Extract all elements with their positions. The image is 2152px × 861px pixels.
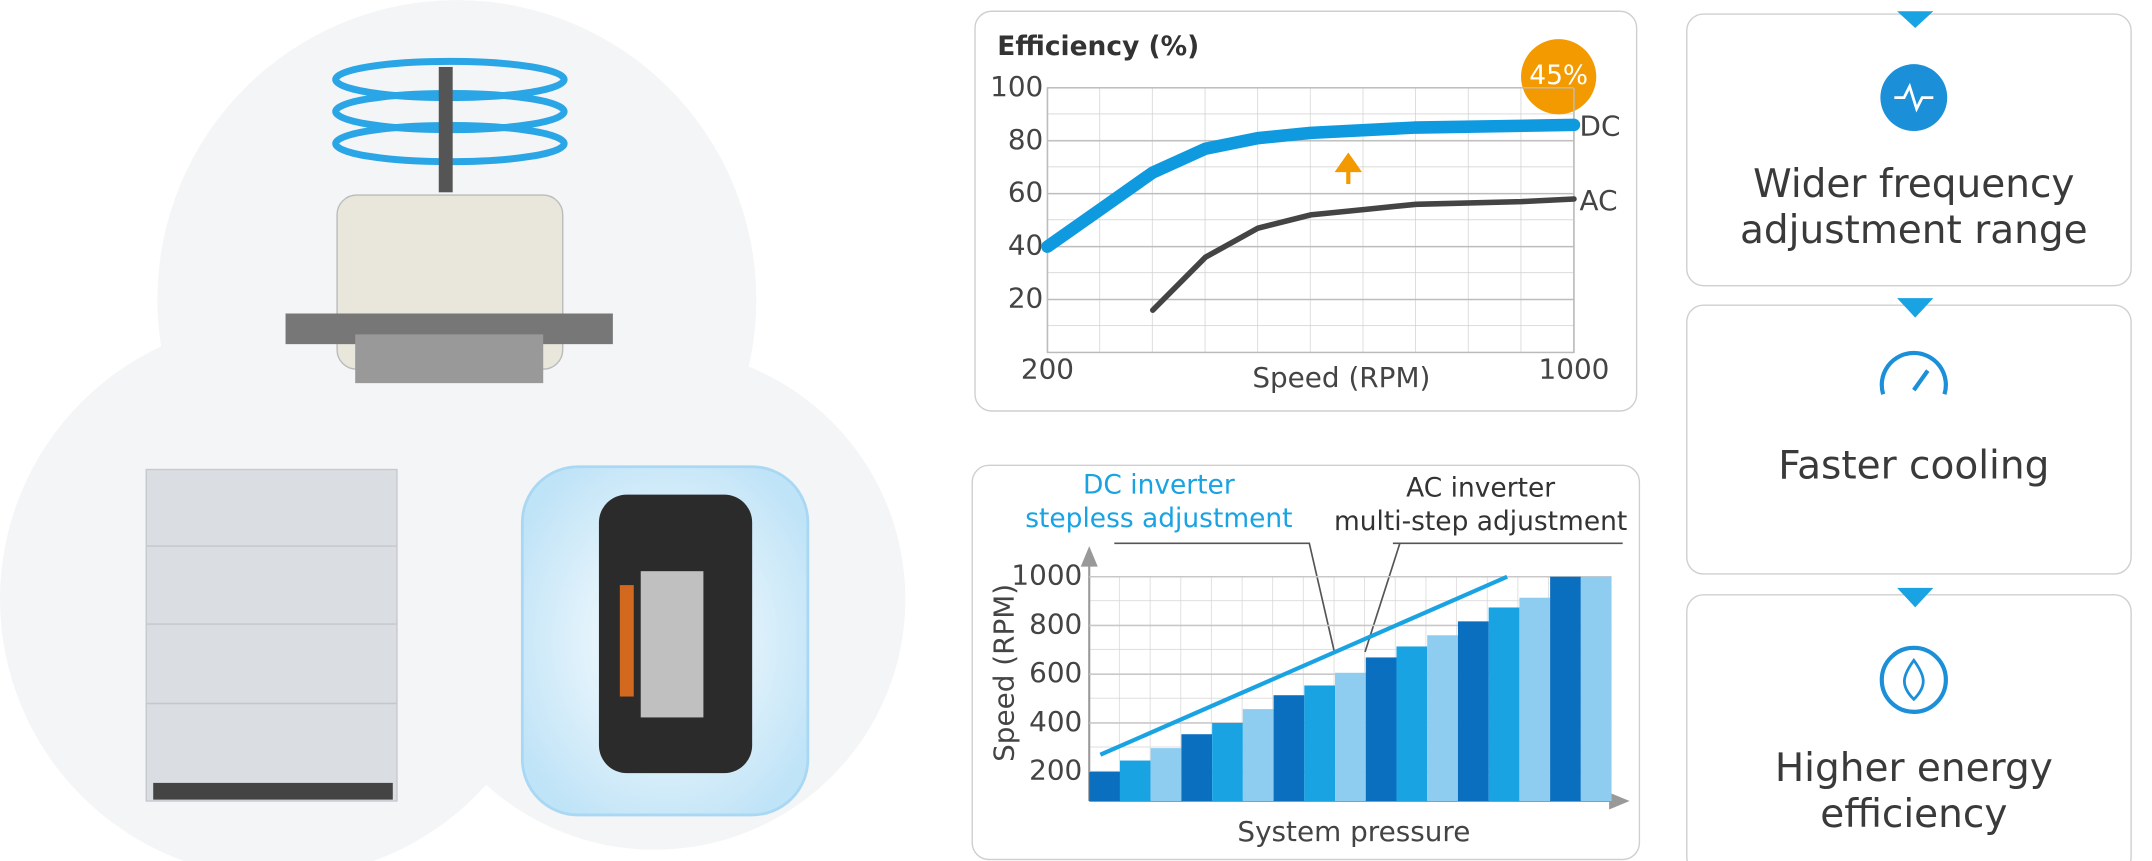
card-text: Faster cooling bbox=[1778, 444, 2049, 489]
product-illustration bbox=[0, 0, 906, 861]
bar bbox=[1519, 597, 1551, 802]
icon-detail bbox=[1894, 82, 1934, 113]
bar bbox=[1457, 621, 1489, 802]
y-tick-label: 80 bbox=[1008, 123, 1043, 156]
card-text: adjustment range bbox=[1740, 208, 2088, 253]
icon bbox=[1879, 350, 1948, 395]
card-text: Higher energy bbox=[1775, 746, 2053, 791]
bar bbox=[1550, 576, 1581, 802]
bar bbox=[1396, 646, 1428, 802]
annotation: stepless adjustment bbox=[1025, 503, 1292, 534]
bar bbox=[1242, 709, 1274, 802]
annotation: multi-step adjustment bbox=[1334, 506, 1627, 537]
series-label: DC bbox=[1580, 110, 1621, 143]
bar bbox=[1580, 576, 1612, 802]
y-tick-label: 1000 bbox=[1011, 559, 1082, 592]
y-tick-label: 20 bbox=[1008, 282, 1043, 315]
y-tick-label: 800 bbox=[1029, 608, 1082, 641]
series-line bbox=[1149, 196, 1577, 313]
bar bbox=[1119, 760, 1151, 802]
bar bbox=[1089, 771, 1120, 802]
card bbox=[1686, 304, 2132, 575]
bar bbox=[1488, 607, 1520, 802]
bar bbox=[1335, 672, 1366, 802]
x-tick-label: 200 bbox=[1021, 353, 1074, 386]
annotation-bubble bbox=[1521, 39, 1597, 115]
icon bbox=[1879, 645, 1948, 714]
bar bbox=[1427, 635, 1458, 802]
bar bbox=[1304, 685, 1336, 802]
y-tick-label: 100 bbox=[990, 70, 1043, 103]
card-text: efficiency bbox=[1820, 792, 2007, 837]
icon-detail bbox=[1903, 657, 1925, 702]
feature-cards bbox=[1686, 11, 2132, 861]
axes bbox=[1080, 546, 1630, 810]
bar bbox=[1212, 723, 1243, 802]
series-label: AC bbox=[1580, 184, 1618, 217]
series-line bbox=[1041, 118, 1581, 253]
bar bbox=[1150, 748, 1182, 802]
y-tick-label: 400 bbox=[1029, 705, 1082, 738]
card-text: Wider frequency bbox=[1753, 162, 2074, 207]
x-tick-label: 1000 bbox=[1539, 353, 1610, 386]
pointer bbox=[1897, 11, 1934, 608]
bar bbox=[1181, 734, 1213, 802]
x-axis-label: System pressure bbox=[1237, 815, 1470, 848]
y-axis-label: Speed (RPM) bbox=[988, 584, 1021, 762]
trend-line bbox=[1099, 574, 1508, 757]
annotation: DC inverter bbox=[1083, 470, 1235, 501]
chart-title: Efficiency (%) bbox=[997, 31, 1199, 62]
leader-lines bbox=[1114, 542, 1623, 653]
y-tick-label: 60 bbox=[1008, 176, 1043, 209]
icon-detail bbox=[1912, 369, 1930, 392]
annotation: AC inverter bbox=[1406, 473, 1555, 504]
bar bbox=[1365, 657, 1397, 802]
annotation: 45% bbox=[1529, 60, 1588, 91]
arrow bbox=[1334, 152, 1363, 184]
bar bbox=[1273, 695, 1305, 802]
y-tick-label: 600 bbox=[1029, 656, 1082, 689]
y-tick-label: 200 bbox=[1029, 754, 1082, 787]
y-tick-label: 40 bbox=[1008, 229, 1043, 262]
x-axis-label: Speed (RPM) bbox=[1252, 361, 1430, 394]
